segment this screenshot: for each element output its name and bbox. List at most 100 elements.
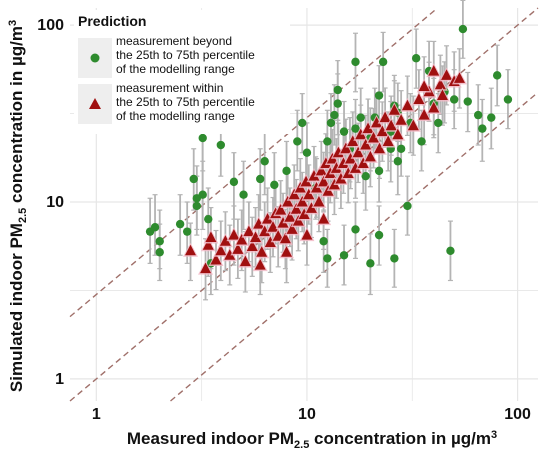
data-point-circle bbox=[374, 166, 384, 176]
data-point-triangle bbox=[340, 142, 352, 154]
data-point-circle bbox=[298, 118, 307, 128]
data-point-circle bbox=[478, 124, 487, 133]
legend-title: Prediction bbox=[78, 13, 146, 29]
legend-item-2-line-2: the 25th to 75th percentile bbox=[116, 95, 255, 109]
data-point-triangle bbox=[259, 225, 271, 237]
data-point-triangle bbox=[256, 246, 268, 257]
data-point-circle bbox=[503, 95, 513, 104]
data-point-triangle bbox=[318, 175, 330, 187]
data-point-triangle bbox=[428, 102, 440, 113]
data-point-triangle bbox=[281, 246, 293, 257]
data-point-circle bbox=[239, 190, 248, 199]
data-point-circle bbox=[323, 254, 332, 263]
data-point-circle bbox=[390, 254, 399, 263]
data-point-triangle bbox=[215, 244, 227, 256]
data-point-triangle bbox=[345, 153, 357, 164]
data-point-triangle bbox=[308, 170, 320, 181]
data-point-triangle bbox=[264, 236, 276, 248]
data-point-circle bbox=[374, 91, 384, 100]
x-tick-label: 1 bbox=[92, 406, 101, 423]
data-point-circle bbox=[492, 71, 502, 80]
data-point-triangle bbox=[253, 218, 265, 229]
data-point-circle bbox=[393, 157, 403, 166]
data-point-triangle bbox=[320, 157, 332, 169]
data-point-triangle bbox=[296, 196, 308, 207]
data-point-circle bbox=[198, 133, 207, 143]
data-point-triangle bbox=[239, 255, 251, 267]
data-point-circle bbox=[198, 190, 207, 199]
data-point-triangle bbox=[441, 69, 453, 80]
data-point-circle bbox=[361, 171, 370, 181]
data-point-circle bbox=[366, 259, 375, 268]
data-point-triangle bbox=[376, 125, 388, 137]
data-point-circle bbox=[302, 148, 312, 157]
data-point-circle bbox=[319, 237, 328, 246]
legend-item-1-line-3: of the modelling range bbox=[116, 62, 235, 76]
data-point-triangle bbox=[388, 104, 400, 115]
data-point-circle bbox=[333, 85, 342, 95]
data-point-triangle bbox=[275, 204, 287, 215]
data-point-circle bbox=[260, 157, 269, 166]
data-point-circle bbox=[351, 225, 360, 234]
data-point-circle bbox=[339, 251, 349, 260]
data-point-triangle bbox=[224, 249, 236, 260]
data-point-circle bbox=[150, 223, 160, 232]
data-point-triangle bbox=[210, 254, 222, 265]
data-point-triangle bbox=[301, 229, 313, 240]
data-point-circle bbox=[204, 214, 213, 224]
data-point-triangle bbox=[236, 233, 248, 245]
data-point-triangle bbox=[279, 232, 291, 244]
data-point-triangle bbox=[418, 80, 430, 91]
data-point-triangle bbox=[407, 119, 419, 131]
x-axis-title: Measured indoor PM2.5 concentration in µ… bbox=[127, 429, 497, 451]
data-point-circle bbox=[192, 201, 202, 211]
data-point-triangle bbox=[282, 196, 294, 207]
data-point-circle bbox=[155, 248, 164, 257]
y-tick-label: 100 bbox=[37, 17, 64, 34]
data-point-circle bbox=[256, 174, 265, 184]
data-point-triangle bbox=[303, 188, 315, 200]
data-point-triangle bbox=[205, 231, 217, 243]
data-point-triangle bbox=[401, 99, 413, 111]
data-point-circle bbox=[374, 230, 384, 240]
data-point-triangle bbox=[254, 259, 266, 270]
data-point-triangle bbox=[428, 65, 440, 76]
legend-item-2-line-3: of the modelling range bbox=[116, 109, 235, 123]
data-point-triangle bbox=[300, 175, 312, 187]
data-point-triangle bbox=[362, 122, 374, 134]
legend-circle-marker bbox=[90, 53, 100, 63]
data-point-circle bbox=[351, 124, 360, 133]
legend: Prediction measurement beyond the 25th t… bbox=[74, 10, 290, 134]
data-point-triangle bbox=[373, 142, 385, 154]
data-point-triangle bbox=[219, 235, 231, 246]
data-point-triangle bbox=[305, 202, 317, 213]
data-point-triangle bbox=[200, 262, 212, 274]
data-point-circle bbox=[403, 201, 412, 211]
data-point-triangle bbox=[364, 150, 376, 162]
legend-item-1-line-2: the 25th to 75th percentile bbox=[116, 48, 255, 62]
data-point-triangle bbox=[185, 244, 197, 256]
legend-triangle-marker bbox=[89, 98, 101, 109]
data-point-circle bbox=[189, 174, 198, 184]
data-point-circle bbox=[378, 57, 388, 67]
data-point-triangle bbox=[349, 162, 361, 173]
data-point-triangle bbox=[454, 72, 466, 83]
data-point-triangle bbox=[290, 203, 302, 214]
data-markers bbox=[145, 24, 513, 275]
data-point-triangle bbox=[392, 128, 404, 140]
data-point-circle bbox=[182, 227, 192, 236]
data-point-circle bbox=[458, 24, 468, 34]
data-point-triangle bbox=[337, 157, 349, 169]
data-point-circle bbox=[411, 54, 421, 63]
data-point-triangle bbox=[262, 213, 274, 224]
x-tick-label: 10 bbox=[298, 406, 316, 423]
y-tick-label: 10 bbox=[46, 194, 64, 211]
data-point-circle bbox=[473, 110, 483, 120]
data-point-triangle bbox=[232, 243, 244, 254]
data-point-triangle bbox=[385, 119, 397, 131]
data-point-circle bbox=[155, 237, 164, 246]
data-point-triangle bbox=[318, 213, 330, 224]
legend-item-2-line-1: measurement within bbox=[116, 81, 223, 95]
data-point-triangle bbox=[371, 116, 383, 128]
